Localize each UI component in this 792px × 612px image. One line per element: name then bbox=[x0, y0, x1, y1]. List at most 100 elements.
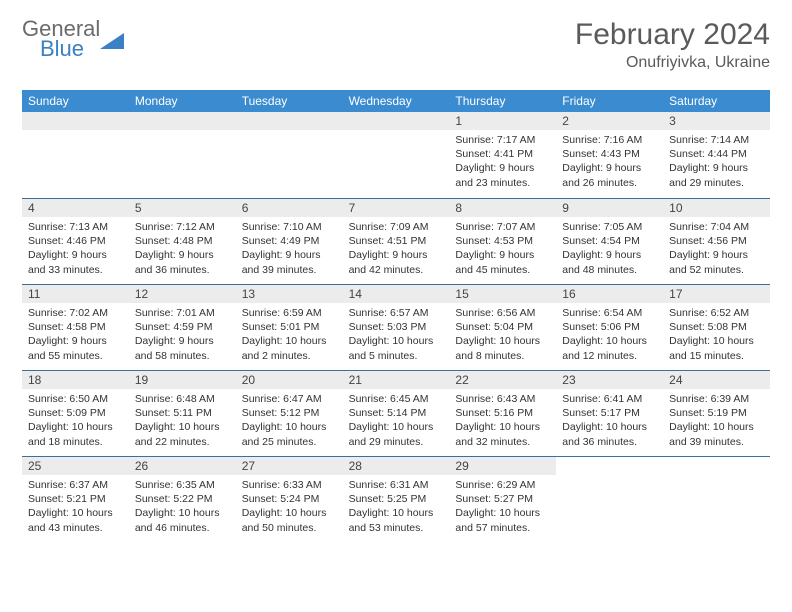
week-row: 18Sunrise: 6:50 AMSunset: 5:09 PMDayligh… bbox=[22, 370, 770, 456]
day-number: 13 bbox=[236, 284, 343, 303]
daylight-line: Daylight: 9 hours and 58 minutes. bbox=[135, 334, 230, 362]
daylight-line: Daylight: 10 hours and 36 minutes. bbox=[562, 420, 657, 448]
sunset-line: Sunset: 5:27 PM bbox=[455, 492, 550, 506]
day-body bbox=[663, 475, 770, 484]
sunrise-line: Sunrise: 7:02 AM bbox=[28, 306, 123, 320]
week-row: 4Sunrise: 7:13 AMSunset: 4:46 PMDaylight… bbox=[22, 198, 770, 284]
sunset-line: Sunset: 5:24 PM bbox=[242, 492, 337, 506]
week-row: 1Sunrise: 7:17 AMSunset: 4:41 PMDaylight… bbox=[22, 112, 770, 198]
sunrise-line: Sunrise: 6:37 AM bbox=[28, 478, 123, 492]
day-number bbox=[663, 456, 770, 475]
sunrise-line: Sunrise: 7:07 AM bbox=[455, 220, 550, 234]
day-cell: 21Sunrise: 6:45 AMSunset: 5:14 PMDayligh… bbox=[343, 370, 450, 456]
logo-triangle-icon bbox=[100, 33, 124, 49]
logo-line2: Blue bbox=[40, 38, 100, 60]
day-body: Sunrise: 7:04 AMSunset: 4:56 PMDaylight:… bbox=[663, 217, 770, 283]
day-body: Sunrise: 7:05 AMSunset: 4:54 PMDaylight:… bbox=[556, 217, 663, 283]
sunset-line: Sunset: 4:53 PM bbox=[455, 234, 550, 248]
day-body: Sunrise: 6:48 AMSunset: 5:11 PMDaylight:… bbox=[129, 389, 236, 455]
sunrise-line: Sunrise: 7:13 AM bbox=[28, 220, 123, 234]
sunset-line: Sunset: 5:19 PM bbox=[669, 406, 764, 420]
day-body: Sunrise: 6:43 AMSunset: 5:16 PMDaylight:… bbox=[449, 389, 556, 455]
day-cell: 15Sunrise: 6:56 AMSunset: 5:04 PMDayligh… bbox=[449, 284, 556, 370]
day-cell: 10Sunrise: 7:04 AMSunset: 4:56 PMDayligh… bbox=[663, 198, 770, 284]
sunrise-line: Sunrise: 6:57 AM bbox=[349, 306, 444, 320]
day-number: 3 bbox=[663, 112, 770, 130]
day-number: 23 bbox=[556, 370, 663, 389]
week-row: 25Sunrise: 6:37 AMSunset: 5:21 PMDayligh… bbox=[22, 456, 770, 542]
daylight-line: Daylight: 10 hours and 32 minutes. bbox=[455, 420, 550, 448]
day-cell: 26Sunrise: 6:35 AMSunset: 5:22 PMDayligh… bbox=[129, 456, 236, 542]
daylight-line: Daylight: 10 hours and 50 minutes. bbox=[242, 506, 337, 534]
sunset-line: Sunset: 5:14 PM bbox=[349, 406, 444, 420]
day-number: 25 bbox=[22, 456, 129, 475]
sunrise-line: Sunrise: 7:09 AM bbox=[349, 220, 444, 234]
day-number: 18 bbox=[22, 370, 129, 389]
dayname: Saturday bbox=[663, 90, 770, 112]
day-body: Sunrise: 6:35 AMSunset: 5:22 PMDaylight:… bbox=[129, 475, 236, 541]
day-body: Sunrise: 6:52 AMSunset: 5:08 PMDaylight:… bbox=[663, 303, 770, 369]
page-title: February 2024 bbox=[575, 18, 770, 52]
day-cell: 16Sunrise: 6:54 AMSunset: 5:06 PMDayligh… bbox=[556, 284, 663, 370]
day-number: 28 bbox=[343, 456, 450, 475]
logo: General Blue bbox=[22, 18, 124, 60]
sunset-line: Sunset: 5:25 PM bbox=[349, 492, 444, 506]
day-cell: 5Sunrise: 7:12 AMSunset: 4:48 PMDaylight… bbox=[129, 198, 236, 284]
daylight-line: Daylight: 10 hours and 57 minutes. bbox=[455, 506, 550, 534]
day-cell: 28Sunrise: 6:31 AMSunset: 5:25 PMDayligh… bbox=[343, 456, 450, 542]
day-cell: 6Sunrise: 7:10 AMSunset: 4:49 PMDaylight… bbox=[236, 198, 343, 284]
day-number: 12 bbox=[129, 284, 236, 303]
day-body: Sunrise: 6:37 AMSunset: 5:21 PMDaylight:… bbox=[22, 475, 129, 541]
day-cell: 2Sunrise: 7:16 AMSunset: 4:43 PMDaylight… bbox=[556, 112, 663, 198]
daylight-line: Daylight: 9 hours and 33 minutes. bbox=[28, 248, 123, 276]
sunset-line: Sunset: 4:59 PM bbox=[135, 320, 230, 334]
day-body: Sunrise: 6:39 AMSunset: 5:19 PMDaylight:… bbox=[663, 389, 770, 455]
day-cell bbox=[343, 112, 450, 198]
day-cell: 1Sunrise: 7:17 AMSunset: 4:41 PMDaylight… bbox=[449, 112, 556, 198]
sunrise-line: Sunrise: 7:16 AM bbox=[562, 133, 657, 147]
day-cell: 24Sunrise: 6:39 AMSunset: 5:19 PMDayligh… bbox=[663, 370, 770, 456]
day-body: Sunrise: 7:17 AMSunset: 4:41 PMDaylight:… bbox=[449, 130, 556, 196]
day-number: 24 bbox=[663, 370, 770, 389]
day-body: Sunrise: 7:14 AMSunset: 4:44 PMDaylight:… bbox=[663, 130, 770, 196]
daylight-line: Daylight: 9 hours and 39 minutes. bbox=[242, 248, 337, 276]
sunset-line: Sunset: 5:16 PM bbox=[455, 406, 550, 420]
daylight-line: Daylight: 10 hours and 15 minutes. bbox=[669, 334, 764, 362]
daylight-line: Daylight: 9 hours and 52 minutes. bbox=[669, 248, 764, 276]
day-number: 20 bbox=[236, 370, 343, 389]
header: General Blue February 2024 Onufriyivka, … bbox=[22, 18, 770, 72]
day-body bbox=[556, 475, 663, 484]
daylight-line: Daylight: 9 hours and 45 minutes. bbox=[455, 248, 550, 276]
day-cell bbox=[236, 112, 343, 198]
daylight-line: Daylight: 10 hours and 22 minutes. bbox=[135, 420, 230, 448]
daylight-line: Daylight: 10 hours and 8 minutes. bbox=[455, 334, 550, 362]
sunrise-line: Sunrise: 6:31 AM bbox=[349, 478, 444, 492]
sunset-line: Sunset: 5:17 PM bbox=[562, 406, 657, 420]
dayname: Thursday bbox=[449, 90, 556, 112]
day-body: Sunrise: 7:13 AMSunset: 4:46 PMDaylight:… bbox=[22, 217, 129, 283]
day-body: Sunrise: 6:59 AMSunset: 5:01 PMDaylight:… bbox=[236, 303, 343, 369]
day-number: 8 bbox=[449, 198, 556, 217]
sunset-line: Sunset: 5:01 PM bbox=[242, 320, 337, 334]
sunrise-line: Sunrise: 6:59 AM bbox=[242, 306, 337, 320]
day-body: Sunrise: 6:29 AMSunset: 5:27 PMDaylight:… bbox=[449, 475, 556, 541]
day-cell: 14Sunrise: 6:57 AMSunset: 5:03 PMDayligh… bbox=[343, 284, 450, 370]
day-number bbox=[343, 112, 450, 130]
day-number: 22 bbox=[449, 370, 556, 389]
day-body bbox=[236, 130, 343, 139]
day-number: 4 bbox=[22, 198, 129, 217]
day-body: Sunrise: 7:16 AMSunset: 4:43 PMDaylight:… bbox=[556, 130, 663, 196]
day-number: 29 bbox=[449, 456, 556, 475]
sunrise-line: Sunrise: 7:04 AM bbox=[669, 220, 764, 234]
daylight-line: Daylight: 10 hours and 46 minutes. bbox=[135, 506, 230, 534]
daylight-line: Daylight: 9 hours and 55 minutes. bbox=[28, 334, 123, 362]
sunset-line: Sunset: 4:41 PM bbox=[455, 147, 550, 161]
location-subtitle: Onufriyivka, Ukraine bbox=[575, 54, 770, 72]
day-body: Sunrise: 7:09 AMSunset: 4:51 PMDaylight:… bbox=[343, 217, 450, 283]
sunrise-line: Sunrise: 6:47 AM bbox=[242, 392, 337, 406]
calendar-page: General Blue February 2024 Onufriyivka, … bbox=[0, 0, 792, 560]
sunrise-line: Sunrise: 6:43 AM bbox=[455, 392, 550, 406]
day-body bbox=[22, 130, 129, 139]
day-cell: 11Sunrise: 7:02 AMSunset: 4:58 PMDayligh… bbox=[22, 284, 129, 370]
day-cell: 22Sunrise: 6:43 AMSunset: 5:16 PMDayligh… bbox=[449, 370, 556, 456]
